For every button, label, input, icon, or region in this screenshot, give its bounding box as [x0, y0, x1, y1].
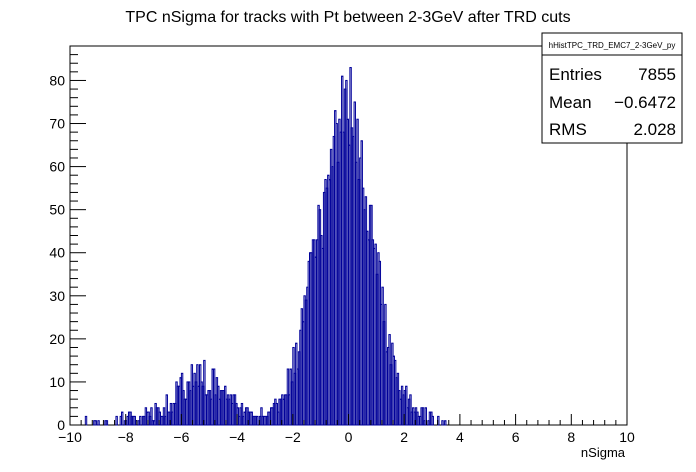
- stats-box-frame: [541, 32, 683, 144]
- stats-mean-value: −0.6472: [614, 93, 676, 112]
- histogram-bin: [203, 359, 206, 426]
- x-tick-label: 0: [345, 429, 353, 445]
- y-tick-label: 40: [49, 245, 65, 261]
- x-tick-label: 10: [619, 429, 635, 445]
- stats-mean-label: Mean: [549, 93, 592, 112]
- histogram-bin: [424, 407, 427, 426]
- histogram-bin: [431, 415, 434, 426]
- histogram-bin: [84, 415, 88, 426]
- x-tick-label: −6: [173, 429, 189, 445]
- stats-box: hHistTPC_TRD_EMC7_2-3GeV_py Entries 7855…: [541, 32, 683, 144]
- histogram-bin: [409, 394, 412, 426]
- y-tick-label: 10: [49, 374, 65, 390]
- x-tick-label: −2: [285, 429, 301, 445]
- y-tick-label: 0: [57, 417, 65, 433]
- y-tick-label: 80: [49, 72, 65, 88]
- x-tick-label: −10: [58, 429, 82, 445]
- x-tick-label: −4: [229, 429, 245, 445]
- stats-rms-label: RMS: [549, 120, 587, 139]
- histogram-bin: [256, 415, 259, 426]
- histogram-bin: [105, 420, 109, 426]
- histogram-bars: [84, 67, 447, 426]
- x-tick-label: −8: [118, 429, 134, 445]
- histogram-bin: [150, 407, 153, 426]
- histogram-bin: [121, 411, 124, 426]
- x-tick-label: 2: [400, 429, 408, 445]
- histogram-bin: [139, 415, 142, 426]
- histogram-bin: [165, 394, 168, 426]
- y-tick-label: 60: [49, 159, 65, 175]
- y-tick-label: 50: [49, 202, 65, 218]
- x-tick-label: 6: [512, 429, 520, 445]
- x-axis-label: nSigma: [581, 445, 626, 460]
- histogram-bin: [405, 385, 408, 426]
- histogram-bin: [444, 420, 447, 426]
- chart-title: TPC nSigma for tracks with Pt between 2-…: [125, 9, 570, 26]
- histogram-bin: [115, 415, 118, 426]
- histogram-bin: [421, 407, 425, 426]
- y-tick-label: 20: [49, 331, 65, 347]
- histogram-bin: [240, 402, 244, 426]
- histogram-bin: [441, 420, 444, 426]
- x-tick-label: 8: [567, 429, 575, 445]
- histogram-bin: [94, 420, 97, 426]
- y-tick-label: 70: [49, 116, 65, 132]
- x-tick-label: 4: [456, 429, 464, 445]
- stats-entries-label: Entries: [549, 65, 602, 84]
- stats-rms-value: 2.028: [633, 120, 676, 139]
- stats-entries-value: 7855: [638, 65, 676, 84]
- y-tick-label: 30: [49, 288, 65, 304]
- x-axis: −10 −8 −6 −4 −2 0 2 4 6 8 10: [58, 414, 635, 445]
- histogram-bin: [97, 420, 100, 426]
- y-axis: 0 10 20 30 40 50 60 70 80: [49, 45, 86, 433]
- stats-histogram-name: hHistTPC_TRD_EMC7_2-3GeV_py: [549, 41, 676, 50]
